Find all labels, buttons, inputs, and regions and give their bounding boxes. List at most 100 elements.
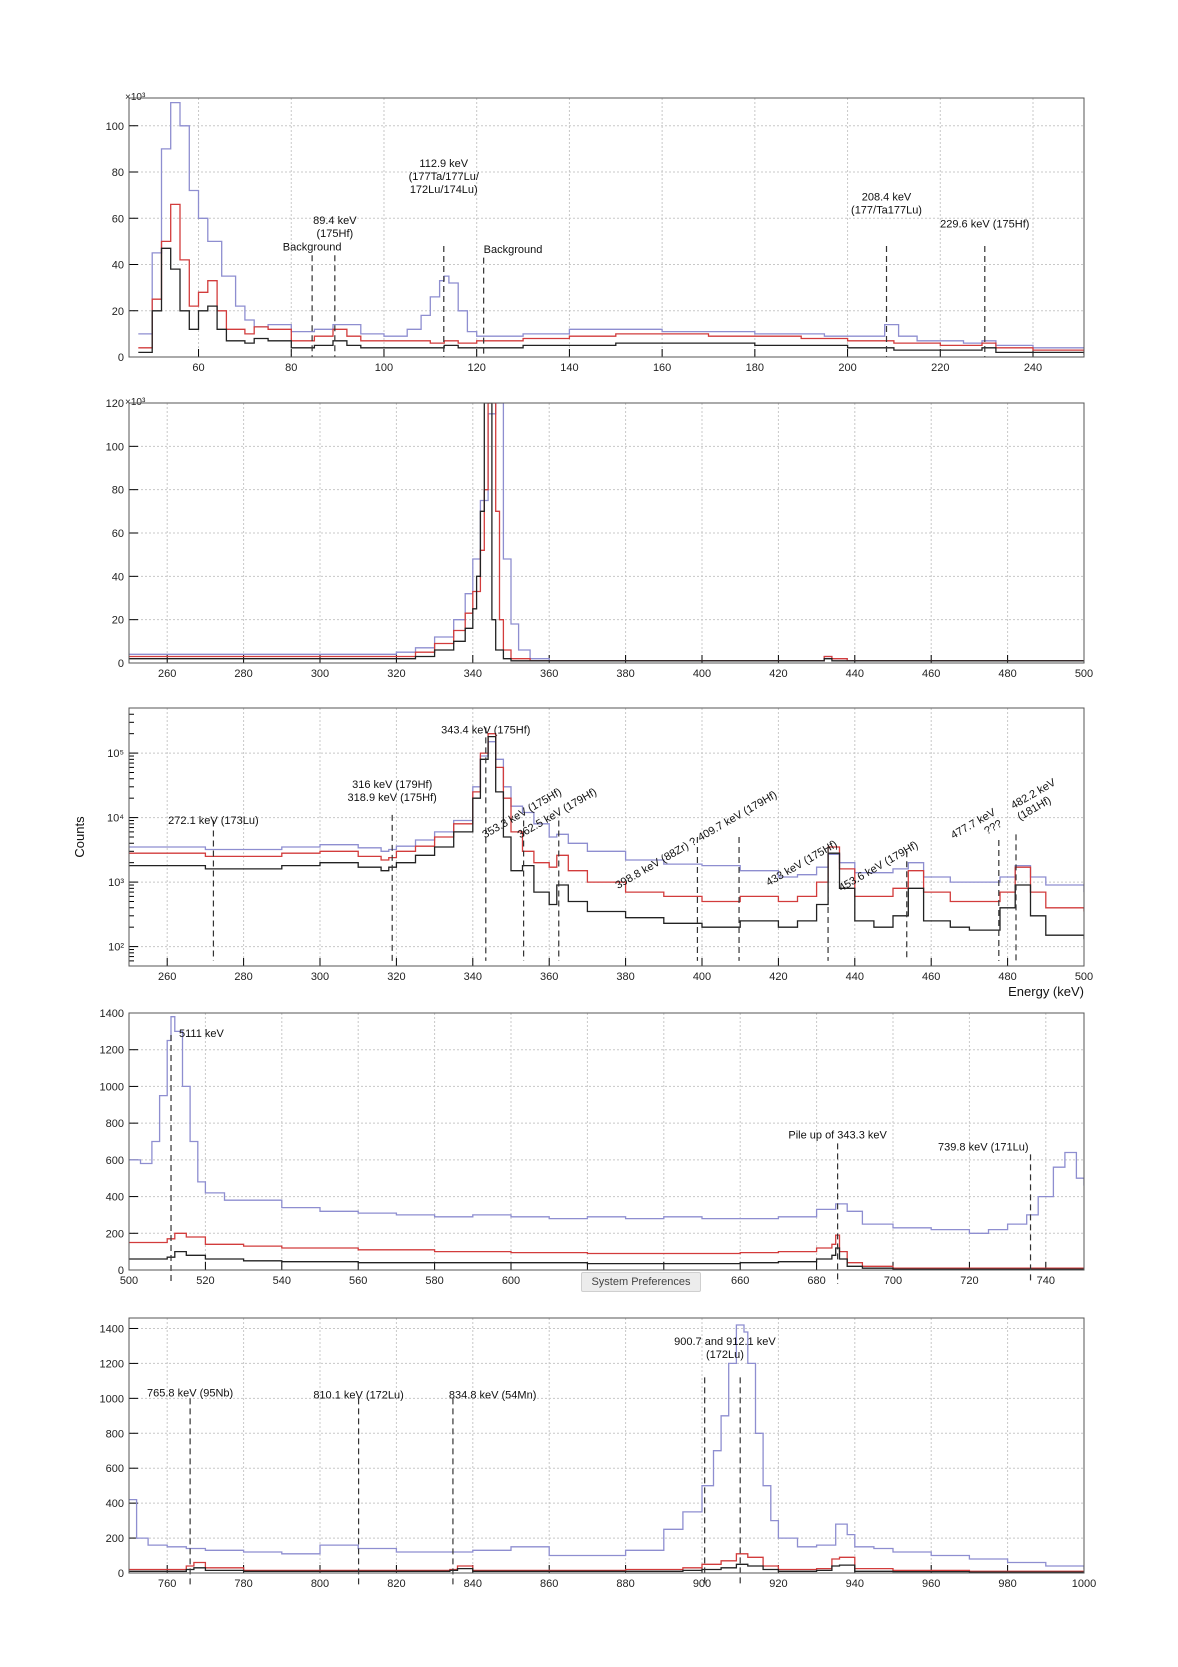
x-tick-label: 280 [234, 971, 252, 983]
x-tick-label: 340 [464, 971, 482, 983]
y-tick-label: 20 [112, 615, 124, 627]
x-tick-label: 140 [560, 362, 578, 374]
plot-frame [128, 1317, 1085, 1574]
chart-panel-4: 500 520 540 560 580 600 660 680 700 720 740 0 200 400… [100, 1008, 1085, 1287]
x-tick-label: 560 [349, 1275, 367, 1287]
chart-panel-2: 260 280 300 320 340 360 380 400 420 440 460 480 500 0… [106, 397, 1094, 680]
x-tick-label: 300 [311, 668, 329, 680]
series-line-1 [138, 101, 1084, 349]
x-tick-label: 600 [502, 1275, 520, 1287]
annotation-label: 229.6 keV (175Hf) [940, 219, 1029, 231]
x-tick-label: 940 [846, 1578, 864, 1590]
series-line-2 [138, 203, 1084, 353]
annotation-label: 316 keV (179Hf) 318.9 keV (175Hf) [348, 779, 437, 804]
x-tick-label: 460 [922, 668, 940, 680]
x-tick-label: 200 [838, 362, 856, 374]
x-tick-label: 800 [311, 1578, 329, 1590]
series-line-3 [129, 1563, 1084, 1573]
y-tick-label: 1400 [100, 1323, 124, 1335]
y-tick-label: 80 [112, 485, 124, 497]
x-tick-label: 580 [425, 1275, 443, 1287]
plot-frame [128, 707, 1085, 967]
x-tick-label: 720 [960, 1275, 978, 1287]
series-line-1 [129, 741, 1084, 893]
series-line-2 [129, 733, 1084, 912]
chart-panel-1: 60 80 100 120 140 160 180 200 220 240 0 20 40 60 80 100… [106, 92, 1085, 374]
annotation-label: 208.4 keV (177/Ta177Lu) [851, 192, 922, 217]
y-tick-label: 1000 [100, 1081, 124, 1093]
x-tick-label: 660 [731, 1275, 749, 1287]
x-tick-label: 840 [464, 1578, 482, 1590]
series-line-3 [129, 735, 1084, 940]
series-line-1 [129, 1016, 1084, 1234]
annotation-label: 810.1 keV (172Lu) [313, 1389, 404, 1401]
y-tick-label: 60 [112, 213, 124, 225]
system-preferences-tooltip: System Preferences [581, 1272, 701, 1292]
x-tick-label: 980 [998, 1578, 1016, 1590]
y-tick-label: 0 [118, 352, 124, 364]
series-line-3 [129, 403, 1084, 662]
annotation-label: 739.8 keV (171Lu) [938, 1142, 1029, 1154]
y-tick-label: 100 [106, 121, 124, 133]
y-tick-label: 10² [108, 942, 124, 954]
plot-frame [128, 1012, 1085, 1271]
y-axis-label: Counts [72, 816, 87, 858]
x-tick-label: 220 [931, 362, 949, 374]
annotation-label: 765.8 keV (95Nb) [147, 1388, 233, 1400]
y-tick-label: 40 [112, 571, 124, 583]
x-tick-label: 300 [311, 971, 329, 983]
x-tick-label: 100 [375, 362, 393, 374]
x-tick-label: 420 [769, 668, 787, 680]
x-tick-label: 400 [693, 668, 711, 680]
series-line-3 [129, 1247, 1084, 1270]
series-line-2 [129, 1553, 1084, 1573]
y-tick-label: 800 [106, 1428, 124, 1440]
x-tick-label: 360 [540, 971, 558, 983]
y-tick-label: 0 [118, 1568, 124, 1580]
annotation-label: 89.4 keV (175Hf) [313, 215, 357, 240]
chart-panel-5: 760 780 800 820 840 860 880 900 920 940 960 980 1000… [100, 1317, 1096, 1590]
annotation-label: 834.8 keV (54Mn) [449, 1389, 536, 1401]
chart-panel-3: 260 280 300 320 340 360 380 400 420 440 460 480 500 1… [72, 707, 1093, 999]
series-line-2 [129, 1232, 1084, 1269]
x-tick-label: 480 [998, 668, 1016, 680]
y-tick-label: 20 [112, 306, 124, 318]
x-tick-label: 920 [769, 1578, 787, 1590]
x-tick-label: 420 [769, 971, 787, 983]
annotation-label: 900.7 and 912.1 keV (172Lu) [674, 1336, 776, 1361]
annotation-label: 5111 keV [179, 1028, 225, 1040]
x-tick-label: 160 [653, 362, 671, 374]
series-line-1 [129, 1324, 1084, 1570]
x-tick-label: 860 [540, 1578, 558, 1590]
y-tick-label: 800 [106, 1118, 124, 1130]
x-tick-label: 760 [158, 1578, 176, 1590]
x-tick-label: 1000 [1072, 1578, 1096, 1590]
x-tick-label: 440 [846, 971, 864, 983]
x-tick-label: 240 [1024, 362, 1042, 374]
x-tick-label: 900 [693, 1578, 711, 1590]
x-tick-label: 320 [387, 668, 405, 680]
annotation-label: Background [283, 242, 342, 254]
x-tick-label: 700 [884, 1275, 902, 1287]
y-tick-label: 1200 [100, 1045, 124, 1057]
x-tick-label: 500 [1075, 668, 1093, 680]
x-tick-label: 400 [693, 971, 711, 983]
x-tick-label: 960 [922, 1578, 940, 1590]
x-tick-label: 460 [922, 971, 940, 983]
y-tick-label: 0 [118, 658, 124, 670]
x-tick-label: 780 [234, 1578, 252, 1590]
series-line-3 [138, 247, 1084, 355]
x-tick-label: 320 [387, 971, 405, 983]
y-tick-label: 200 [106, 1228, 124, 1240]
y-tick-label: 100 [106, 441, 124, 453]
x-tick-label: 500 [1075, 971, 1093, 983]
y-tick-label: 40 [112, 260, 124, 272]
y-tick-label: 120 [106, 398, 124, 410]
x-tick-label: 380 [616, 668, 634, 680]
y-tick-label: 60 [112, 528, 124, 540]
y-tick-label: 1000 [100, 1393, 124, 1405]
y-tick-label: 1200 [100, 1358, 124, 1370]
x-tick-label: 820 [387, 1578, 405, 1590]
x-tick-label: 80 [285, 362, 297, 374]
